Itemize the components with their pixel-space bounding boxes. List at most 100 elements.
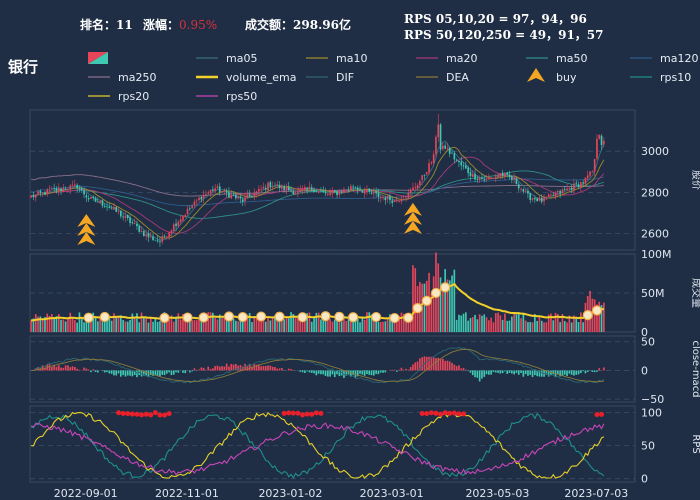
volume-bar (520, 318, 522, 332)
volume-signal-dot (182, 312, 193, 323)
rps-high-dot (461, 411, 467, 417)
macd-bar (147, 370, 150, 378)
macd-bar (83, 367, 85, 371)
candle-body (87, 197, 90, 200)
macd-bar (168, 370, 170, 373)
macd-bar (251, 366, 253, 371)
candle-body (573, 183, 575, 191)
macd-bar (368, 370, 371, 375)
volume-signal-dot (440, 282, 451, 293)
volume-bar (396, 322, 398, 332)
candle-body (570, 187, 573, 190)
volume-bar (53, 317, 55, 332)
y-tick-label: 50 (641, 440, 655, 453)
y-tick-label: 100M (641, 248, 672, 261)
candle-body (85, 195, 88, 198)
volume-bar (30, 320, 32, 332)
volume-bar (350, 312, 352, 332)
candle-body (333, 190, 336, 192)
candle-body (34, 194, 37, 198)
candle-body (566, 188, 568, 190)
volume-bar (87, 315, 90, 332)
candle-body (393, 199, 396, 202)
y-axis-label: 成交量 (690, 278, 700, 308)
volume-bar (283, 319, 285, 332)
rps-high-dot (166, 411, 172, 417)
legend-label-rps50: rps50 (226, 90, 257, 103)
macd-bar (515, 370, 518, 373)
volume-bar (439, 277, 442, 332)
panel-frame (29, 405, 636, 483)
volume-signal-dot (334, 311, 345, 322)
candle-body (37, 191, 39, 195)
macd-bar (453, 364, 456, 371)
dif-line (31, 346, 605, 384)
candle-body (329, 192, 331, 195)
volume-bar (60, 319, 62, 332)
candle-body (547, 194, 550, 197)
candle-body (237, 196, 239, 199)
candle-body (287, 186, 290, 191)
volume-bar (405, 315, 407, 332)
panel-frame (29, 335, 636, 403)
y-tick-label: 2600 (641, 228, 669, 241)
candle-body (481, 178, 483, 179)
macd-bar (55, 366, 58, 371)
candle-body (193, 201, 196, 205)
candle-body (41, 192, 44, 194)
volume-bar (299, 320, 302, 332)
macd-bar (225, 363, 228, 371)
candle-body (327, 194, 329, 195)
volume-bar (44, 316, 46, 332)
candle-body (451, 152, 453, 154)
macd-bar (322, 370, 325, 375)
candle-body (172, 224, 175, 232)
volume-bar (193, 320, 196, 332)
macd-bar (370, 370, 373, 376)
macd-bar (347, 370, 350, 376)
candle-body (494, 176, 497, 178)
y-tick-label: 2800 (641, 186, 669, 199)
volume-bar (600, 305, 603, 332)
legend-label-rps20: rps20 (118, 90, 149, 103)
candle-body (205, 194, 207, 195)
volume-bar (149, 316, 152, 332)
candle-body (543, 196, 545, 202)
macd-bar (269, 365, 272, 371)
rps-high-dot (438, 411, 444, 417)
macd-bar (402, 369, 405, 371)
candle-body (212, 189, 214, 191)
volume-bar (333, 319, 336, 332)
macd-bar (471, 370, 474, 376)
candle-body (520, 188, 522, 190)
candle-body (439, 124, 442, 150)
volume-bar (465, 312, 467, 332)
macd-bar (379, 370, 382, 373)
volume-bar (430, 293, 433, 332)
macd-bar (278, 368, 281, 371)
macd-bar (460, 368, 463, 371)
macd-bar (198, 369, 200, 371)
legend-label-ma120: ma120 (660, 52, 698, 65)
macd-bar (419, 358, 421, 371)
candle-body (281, 185, 283, 189)
volume-bar (501, 319, 504, 332)
volume-bar (292, 313, 295, 332)
macd-bar (71, 366, 74, 371)
candle-body (504, 173, 506, 177)
candle-body (60, 188, 62, 191)
macd-bar (156, 370, 159, 376)
volume-bar (195, 320, 198, 332)
macd-bar (48, 364, 51, 371)
macd-bar (329, 370, 331, 377)
volume-bar (425, 280, 428, 332)
candle-body (419, 180, 421, 186)
volume-bar (389, 314, 391, 332)
volume-bar (179, 319, 182, 332)
volume-bar (345, 321, 348, 332)
volume-bar (34, 314, 37, 332)
candle-body (432, 154, 435, 164)
candle-body (446, 148, 449, 150)
candle-body (202, 194, 205, 199)
